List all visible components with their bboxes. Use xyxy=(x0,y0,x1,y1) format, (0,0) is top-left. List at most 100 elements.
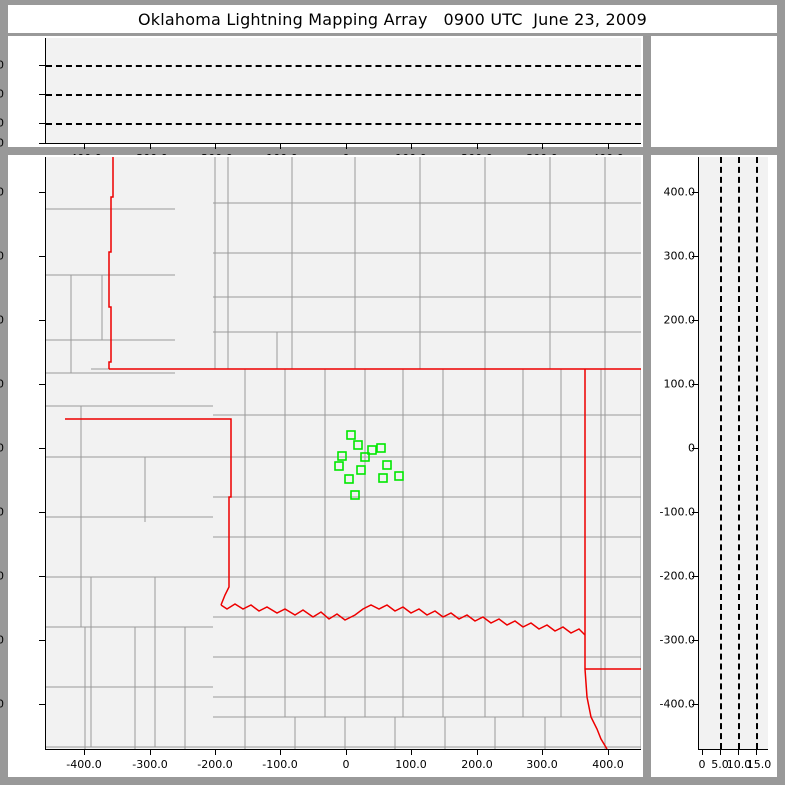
y-tick-5 xyxy=(39,123,46,124)
map-x-tick--300 xyxy=(150,749,151,755)
lightning-marker xyxy=(346,430,356,440)
lightning-marker xyxy=(376,443,386,453)
y-label-15: 15.0 xyxy=(0,58,4,72)
lightning-marker xyxy=(356,465,366,475)
x-tick-100 xyxy=(411,143,412,149)
time-height-y-axis xyxy=(45,38,46,143)
time-height-plot-area xyxy=(45,38,641,143)
map-x-tick-100 xyxy=(411,749,412,755)
map-x-tick-400 xyxy=(608,749,609,755)
state-borders xyxy=(65,157,641,749)
side-gridline-15 xyxy=(756,157,758,749)
map-x-tick--200 xyxy=(215,749,216,755)
side-y-label--100: -100.0 xyxy=(659,505,695,519)
y-tick-10 xyxy=(39,94,46,95)
map-x-tick-300 xyxy=(542,749,543,755)
lightning-marker xyxy=(382,460,392,470)
map-y-tick--100 xyxy=(39,512,46,513)
map-y-label-300: 300.0 xyxy=(0,249,4,263)
x-tick-400 xyxy=(608,143,609,149)
side-y-tick-100 xyxy=(692,384,699,385)
side-x-tick-5 xyxy=(720,749,721,755)
map-y-label-400: 400.0 xyxy=(0,185,4,199)
lightning-marker xyxy=(337,451,347,461)
y-label-0: 0 xyxy=(0,136,4,150)
x-tick-200 xyxy=(477,143,478,149)
side-y-label--400: -400.0 xyxy=(659,697,695,711)
side-x-tick-10 xyxy=(738,749,739,755)
map-x-label--200: -200.0 xyxy=(197,758,233,771)
map-y-label--400: -400.0 xyxy=(0,697,4,711)
map-y-tick-0 xyxy=(39,448,46,449)
map-y-tick-200 xyxy=(39,320,46,321)
map-x-label--400: -400.0 xyxy=(66,758,102,771)
map-x-label-300: 300.0 xyxy=(526,758,558,771)
side-y-tick-400 xyxy=(692,192,699,193)
side-gridline-10 xyxy=(738,157,740,749)
map-x-tick--100 xyxy=(280,749,281,755)
time-height-panel: 0 5.0 10.0 15.0 -400.0 -300.0 -200.0 -10… xyxy=(0,36,643,165)
map-y-label-100: 100.0 xyxy=(0,377,4,391)
side-x-axis xyxy=(698,749,768,750)
map-y-tick--400 xyxy=(39,704,46,705)
map-x-tick--400 xyxy=(84,749,85,755)
gridline-10 xyxy=(46,94,641,96)
map-y-label--200: -200.0 xyxy=(0,569,4,583)
lightning-marker xyxy=(360,452,370,462)
gridline-15 xyxy=(46,65,641,67)
side-x-label-5: 5.0 xyxy=(711,758,729,771)
side-x-tick-15 xyxy=(756,749,757,755)
side-y-tick-300 xyxy=(692,256,699,257)
side-y-tick--400 xyxy=(692,704,699,705)
x-tick--200 xyxy=(215,143,216,149)
y-label-5: 5.0 xyxy=(0,116,4,130)
page-title: Oklahoma Lightning Mapping Array 0900 UT… xyxy=(138,9,647,29)
map-y-tick-100 xyxy=(39,384,46,385)
map-y-tick-300 xyxy=(39,256,46,257)
x-tick--400 xyxy=(84,143,85,149)
map-y-tick--200 xyxy=(39,576,46,577)
map-y-label--300: -300.0 xyxy=(0,633,4,647)
side-y-label-300: 300.0 xyxy=(663,249,696,263)
altitude-histogram-panel xyxy=(651,36,777,147)
side-x-tick-0 xyxy=(702,749,703,755)
side-y-label-100: 100.0 xyxy=(663,377,696,391)
time-height-x-axis xyxy=(45,143,641,144)
lightning-markers xyxy=(334,430,404,500)
side-y-label-200: 200.0 xyxy=(663,313,696,327)
gridline-5 xyxy=(46,123,641,125)
map-x-label-0: 0 xyxy=(342,758,350,771)
map-x-axis xyxy=(45,749,641,750)
x-tick-300 xyxy=(542,143,543,149)
side-gridline-5 xyxy=(720,157,722,749)
lightning-marker xyxy=(334,461,344,471)
map-x-label-200: 200.0 xyxy=(461,758,493,771)
y-tick-15 xyxy=(39,65,46,66)
plan-view-map-panel: 400.0 300.0 200.0 100.0 0 -100.0 -200.0 … xyxy=(0,155,643,777)
side-y-tick--200 xyxy=(692,576,699,577)
map-y-tick-400 xyxy=(39,192,46,193)
x-tick--100 xyxy=(280,143,281,149)
side-y-tick-200 xyxy=(692,320,699,321)
map-x-label-400: 400.0 xyxy=(592,758,624,771)
map-y-label-0: 0 xyxy=(0,441,4,455)
x-tick--300 xyxy=(150,143,151,149)
lightning-marker xyxy=(344,474,354,484)
side-x-label-0: 0 xyxy=(698,758,706,771)
map-plot-area[interactable] xyxy=(45,157,641,749)
map-x-label--300: -300.0 xyxy=(132,758,168,771)
lightning-marker xyxy=(353,440,363,450)
side-y-axis xyxy=(698,157,699,749)
lightning-marker xyxy=(367,445,377,455)
x-tick-0 xyxy=(346,143,347,149)
map-x-tick-200 xyxy=(477,749,478,755)
side-y-tick--100 xyxy=(692,512,699,513)
map-x-tick-0 xyxy=(346,749,347,755)
side-y-label--200: -200.0 xyxy=(659,569,695,583)
lightning-marker xyxy=(394,471,404,481)
y-label-10: 10.0 xyxy=(0,87,4,101)
side-y-label-400: 400.0 xyxy=(663,185,696,199)
map-y-axis xyxy=(45,157,46,749)
side-y-tick--300 xyxy=(692,640,699,641)
